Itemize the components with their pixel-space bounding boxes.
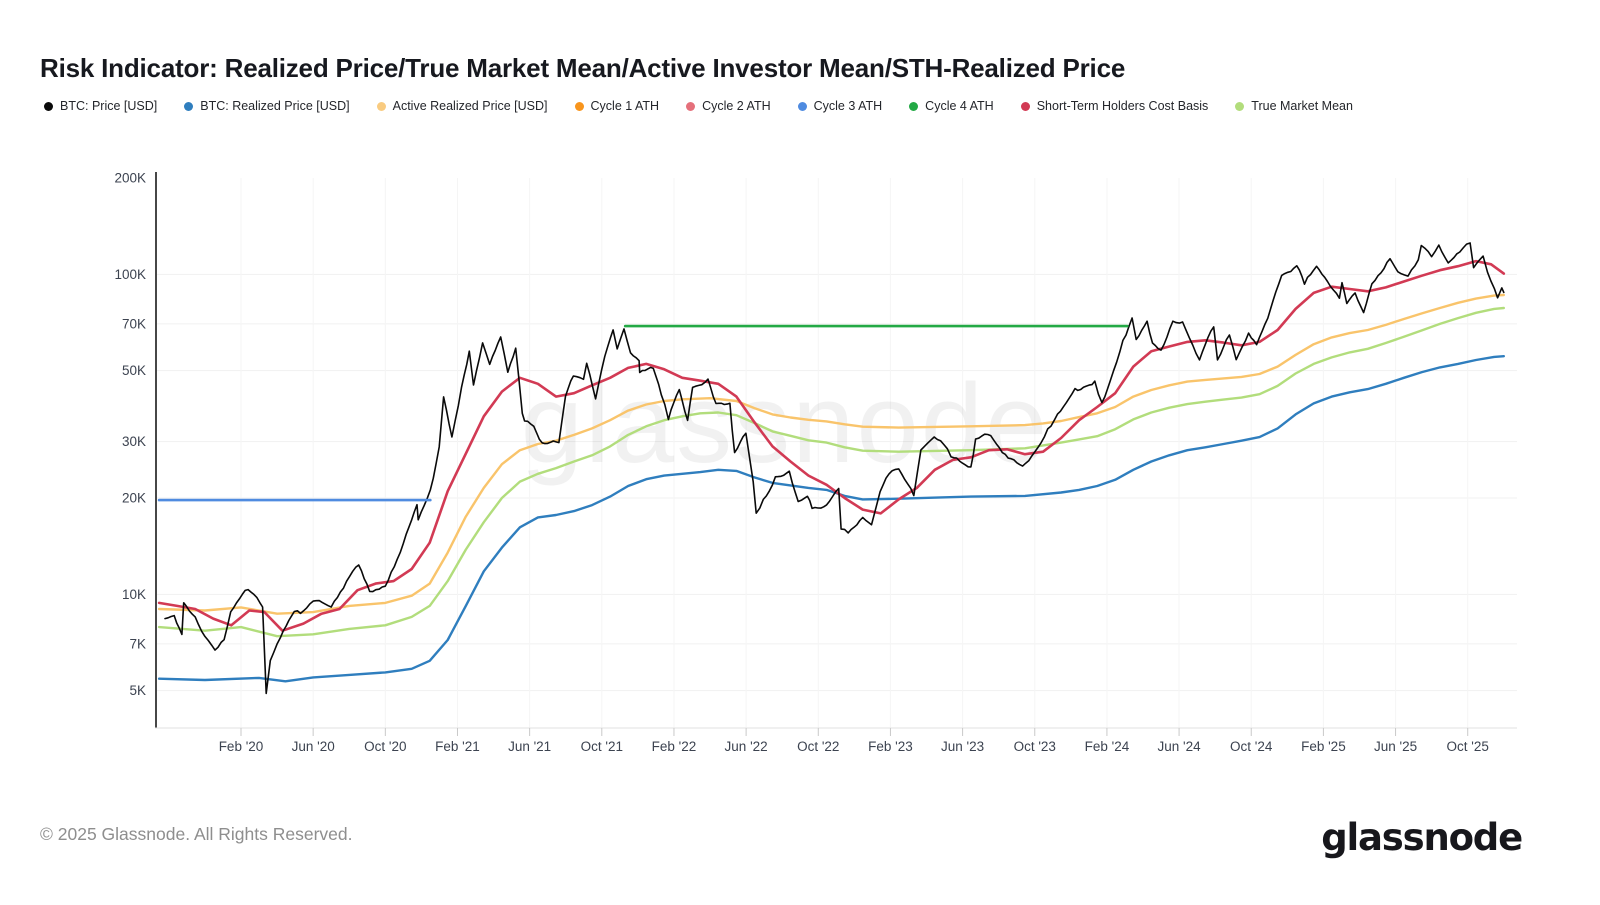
legend-dot-icon (184, 101, 194, 111)
x-tick-label: Feb '25 (1301, 739, 1346, 754)
page-title: Risk Indicator: Realized Price/True Mark… (40, 53, 1126, 84)
x-axis-ticks (240, 728, 1469, 736)
x-tick-label: Oct '25 (1447, 739, 1489, 754)
plot-area[interactable] (155, 172, 1517, 728)
y-tick-label: 30K (122, 434, 146, 449)
legend-item[interactable]: Cycle 1 ATH (574, 99, 660, 113)
series-true-market-mean (157, 306, 1505, 638)
glassnode-watermark: glassnode (521, 361, 1050, 486)
legend-item[interactable]: True Market Mean (1235, 99, 1353, 113)
legend-label: Cycle 2 ATH (702, 99, 771, 113)
x-tick-label: Feb '20 (219, 739, 264, 754)
y-tick-label: 50K (122, 363, 146, 378)
legend-dot-icon (1235, 101, 1245, 111)
legend-item[interactable]: BTC: Price [USD] (44, 99, 157, 113)
legend-label: Short-Term Holders Cost Basis (1036, 99, 1209, 113)
chart-legend: BTC: Price [USD] BTC: Realized Price [USD… (44, 99, 1353, 113)
legend-dot-icon (376, 101, 386, 111)
legend-label: BTC: Realized Price [USD] (200, 99, 350, 113)
legend-item[interactable]: Short-Term Holders Cost Basis (1020, 99, 1209, 113)
y-tick-label: 20K (122, 491, 146, 506)
x-tick-label: Feb '21 (435, 739, 480, 754)
copyright-text: © 2025 Glassnode. All Rights Reserved. (40, 824, 353, 844)
y-tick-label: 200K (114, 171, 146, 186)
legend-label: Active Realized Price [USD] (392, 99, 548, 113)
x-tick-label: Oct '24 (1230, 739, 1273, 754)
x-axis-labels: Feb '20 Jun '20 Oct '20 Feb '21 Jun '21 Oct '… (219, 739, 1489, 754)
legend-item[interactable]: Active Realized Price [USD] (376, 99, 548, 113)
legend-label: True Market Mean (1251, 99, 1353, 113)
x-tick-label: Jun '24 (1158, 739, 1202, 754)
legend-label: Cycle 3 ATH (813, 99, 883, 113)
x-tick-label: Jun '22 (725, 739, 768, 754)
x-tick-label: Feb '24 (1085, 739, 1130, 754)
legend-dot-icon (909, 101, 919, 111)
y-tick-label: 100K (114, 267, 146, 282)
legend-label: Cycle 4 ATH (925, 99, 994, 113)
legend-dot-icon (44, 101, 53, 111)
glassnode-logo: glassnode (1321, 816, 1523, 859)
y-axis-labels: 200K 100K 70K 50K 30K 20K 10K 7K 5K (114, 171, 146, 699)
legend-dot-icon (686, 101, 696, 111)
x-tick-label: Oct '21 (581, 739, 623, 754)
legend-dot-icon (797, 101, 807, 111)
y-tick-label: 70K (122, 316, 146, 331)
series-active-realized-price-usd (157, 293, 1505, 615)
x-tick-label: Jun '23 (941, 739, 984, 754)
series-lines (157, 242, 1506, 695)
y-tick-label: 7K (129, 636, 146, 651)
y-tick-label: 5K (129, 683, 146, 698)
x-tick-label: Oct '23 (1014, 739, 1056, 754)
x-tick-label: Jun '25 (1374, 739, 1417, 754)
x-tick-label: Oct '22 (797, 739, 839, 754)
y-tick-label: 10K (122, 587, 146, 602)
legend-item[interactable]: BTC: Realized Price [USD] (184, 99, 350, 113)
legend-label: BTC: Price [USD] (60, 99, 158, 113)
x-tick-label: Feb '22 (652, 739, 697, 754)
y-gridlines (155, 273, 1517, 692)
legend-dot-icon (574, 101, 584, 111)
x-tick-label: Jun '21 (508, 739, 551, 754)
x-tick-label: Oct '20 (364, 739, 406, 754)
x-tick-label: Feb '23 (868, 739, 913, 754)
legend-dot-icon (1020, 101, 1030, 111)
legend-item[interactable]: Cycle 2 ATH (686, 99, 771, 113)
x-tick-label: Jun '20 (292, 739, 335, 754)
series-btc-price-usd (164, 242, 1505, 695)
x-gridlines (240, 178, 1469, 728)
legend-label: Cycle 1 ATH (590, 99, 660, 113)
legend-item[interactable]: Cycle 4 ATH (909, 99, 994, 113)
legend-item[interactable]: Cycle 3 ATH (797, 99, 883, 113)
